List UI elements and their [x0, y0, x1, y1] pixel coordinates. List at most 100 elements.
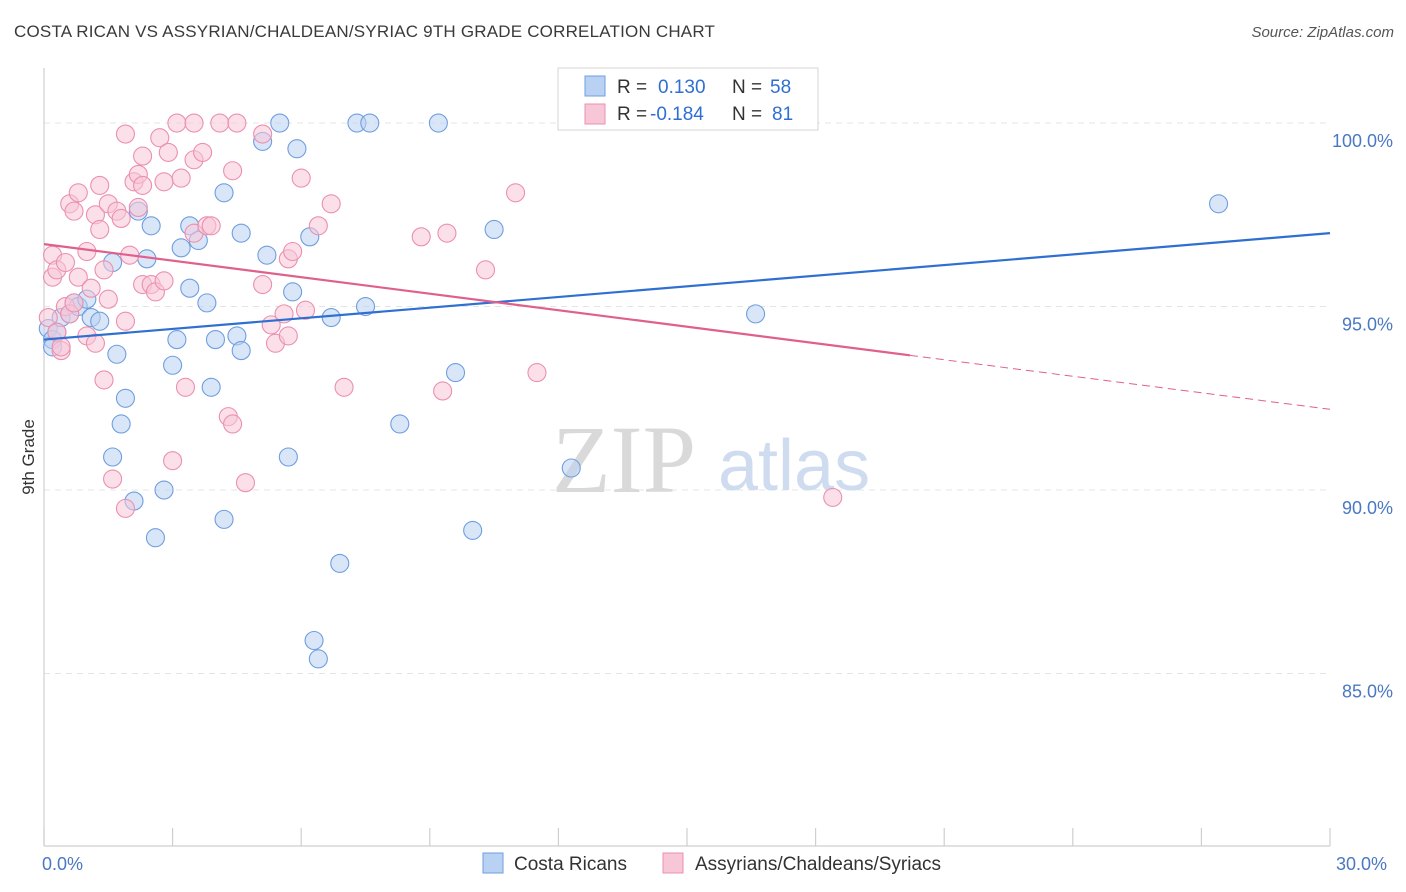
point-series0-24 [180, 278, 200, 298]
point-series0-56 [1208, 194, 1229, 214]
legend-n-label-2: N = [732, 104, 762, 125]
point-series1-65 [295, 300, 316, 320]
point-series0-9 [90, 311, 110, 331]
point-series1-10 [68, 183, 88, 203]
point-series0-43 [308, 649, 328, 669]
x-tick-label-max: 30.0% [1336, 854, 1387, 874]
point-series1-66 [308, 216, 328, 236]
point-series1-18 [94, 370, 114, 390]
point-series0-50 [428, 113, 448, 133]
point-series0-31 [214, 509, 234, 529]
point-series1-57 [253, 124, 273, 144]
point-series0-37 [270, 113, 290, 133]
point-series0-47 [355, 296, 376, 317]
trend-line-series0 [43, 232, 1331, 341]
point-series0-54 [561, 458, 581, 478]
point-series1-69 [411, 227, 431, 247]
point-series1-20 [98, 289, 118, 309]
watermark: ZIP atlas [552, 406, 870, 513]
watermark-zip: ZIP [552, 406, 696, 513]
point-series0-30 [214, 183, 234, 203]
point-series1-54 [227, 113, 247, 133]
point-series1-32 [133, 175, 153, 195]
point-series1-63 [283, 241, 303, 262]
point-series1-80 [51, 337, 71, 357]
grid-lines [44, 122, 1330, 675]
point-series0-51 [445, 363, 466, 383]
trend-lines [43, 232, 1331, 410]
point-series0-20 [154, 480, 174, 500]
y-tick-label-1: 95.0% [1342, 315, 1393, 335]
series-legend: Costa Ricans Assyrians/Chaldeans/Syriacs [482, 852, 941, 875]
y-tick-labels: 100.0% 95.0% 90.0% 85.0% [1332, 131, 1393, 701]
point-series0-22 [167, 330, 187, 350]
point-series0-39 [283, 282, 303, 302]
point-series1-70 [433, 381, 453, 401]
point-series0-23 [171, 238, 191, 258]
point-series1-41 [167, 113, 187, 133]
point-series0-44 [321, 307, 341, 328]
trend-line-extension-series1 [909, 354, 1331, 410]
point-series0-42 [304, 630, 324, 651]
point-series0-33 [231, 341, 251, 361]
point-series1-49 [201, 216, 221, 236]
y-tick-label-3: 85.0% [1342, 682, 1393, 702]
chart-source: Source: ZipAtlas.com [1251, 24, 1394, 41]
x-ticks [43, 828, 1331, 846]
point-series1-74 [527, 363, 547, 383]
point-series0-28 [201, 377, 221, 397]
series-legend-swatch-assyrians [662, 852, 684, 874]
point-series1-47 [193, 142, 213, 162]
point-series0-12 [115, 388, 135, 408]
point-series1-0 [38, 307, 58, 328]
point-series0-49 [390, 414, 410, 434]
point-series1-67 [321, 194, 341, 214]
point-series1-37 [154, 172, 174, 192]
point-series1-56 [253, 274, 273, 295]
point-series1-40 [163, 451, 183, 471]
point-series1-22 [103, 469, 123, 489]
point-series1-46 [184, 113, 204, 133]
point-series0-18 [141, 216, 161, 236]
series-legend-label-costa-ricans: Costa Ricans [514, 854, 627, 875]
legend-r-value-2: -0.184 [650, 104, 704, 125]
y-tick-label-0: 100.0% [1332, 131, 1393, 151]
point-series1-72 [475, 260, 496, 280]
point-series1-25 [115, 311, 135, 331]
data-points [38, 113, 1229, 669]
point-series1-19 [94, 260, 114, 280]
y-axis-title: 9th Grade [19, 419, 38, 495]
x-tick-label-min: 0.0% [42, 854, 83, 874]
point-series0-38 [278, 447, 298, 467]
point-series0-13 [111, 414, 131, 434]
point-series0-52 [463, 520, 483, 540]
point-series0-21 [163, 355, 183, 375]
point-series0-34 [231, 223, 251, 243]
stats-legend: R = 0.130 N = 58 R = -0.184 N = 81 [557, 67, 819, 131]
point-series1-50 [210, 113, 230, 133]
series-legend-label-assyrians: Assyrians/Chaldeans/Syriacs [695, 854, 941, 875]
trend-line-series1 [43, 243, 911, 357]
point-series0-40 [287, 139, 307, 159]
point-series1-71 [437, 223, 457, 243]
legend-swatch-costa-ricans [584, 75, 606, 97]
point-series1-9 [68, 267, 88, 287]
point-series1-15 [85, 333, 105, 353]
legend-r-label-1: R = [617, 77, 647, 98]
series-legend-swatch-costa-ricans [482, 852, 504, 874]
point-series1-62 [278, 326, 298, 346]
legend-n-label-1: N = [732, 77, 762, 98]
point-series0-53 [484, 219, 504, 240]
point-series1-75 [823, 487, 843, 507]
point-series0-11 [107, 344, 127, 364]
point-series1-42 [171, 168, 191, 188]
point-series1-38 [154, 271, 174, 291]
point-series1-78 [115, 124, 135, 144]
point-series1-29 [128, 197, 148, 218]
point-series1-39 [158, 142, 178, 162]
point-series0-45 [330, 553, 350, 573]
point-series1-68 [334, 377, 354, 397]
point-series0-19 [145, 528, 166, 548]
point-series0-27 [197, 293, 217, 313]
